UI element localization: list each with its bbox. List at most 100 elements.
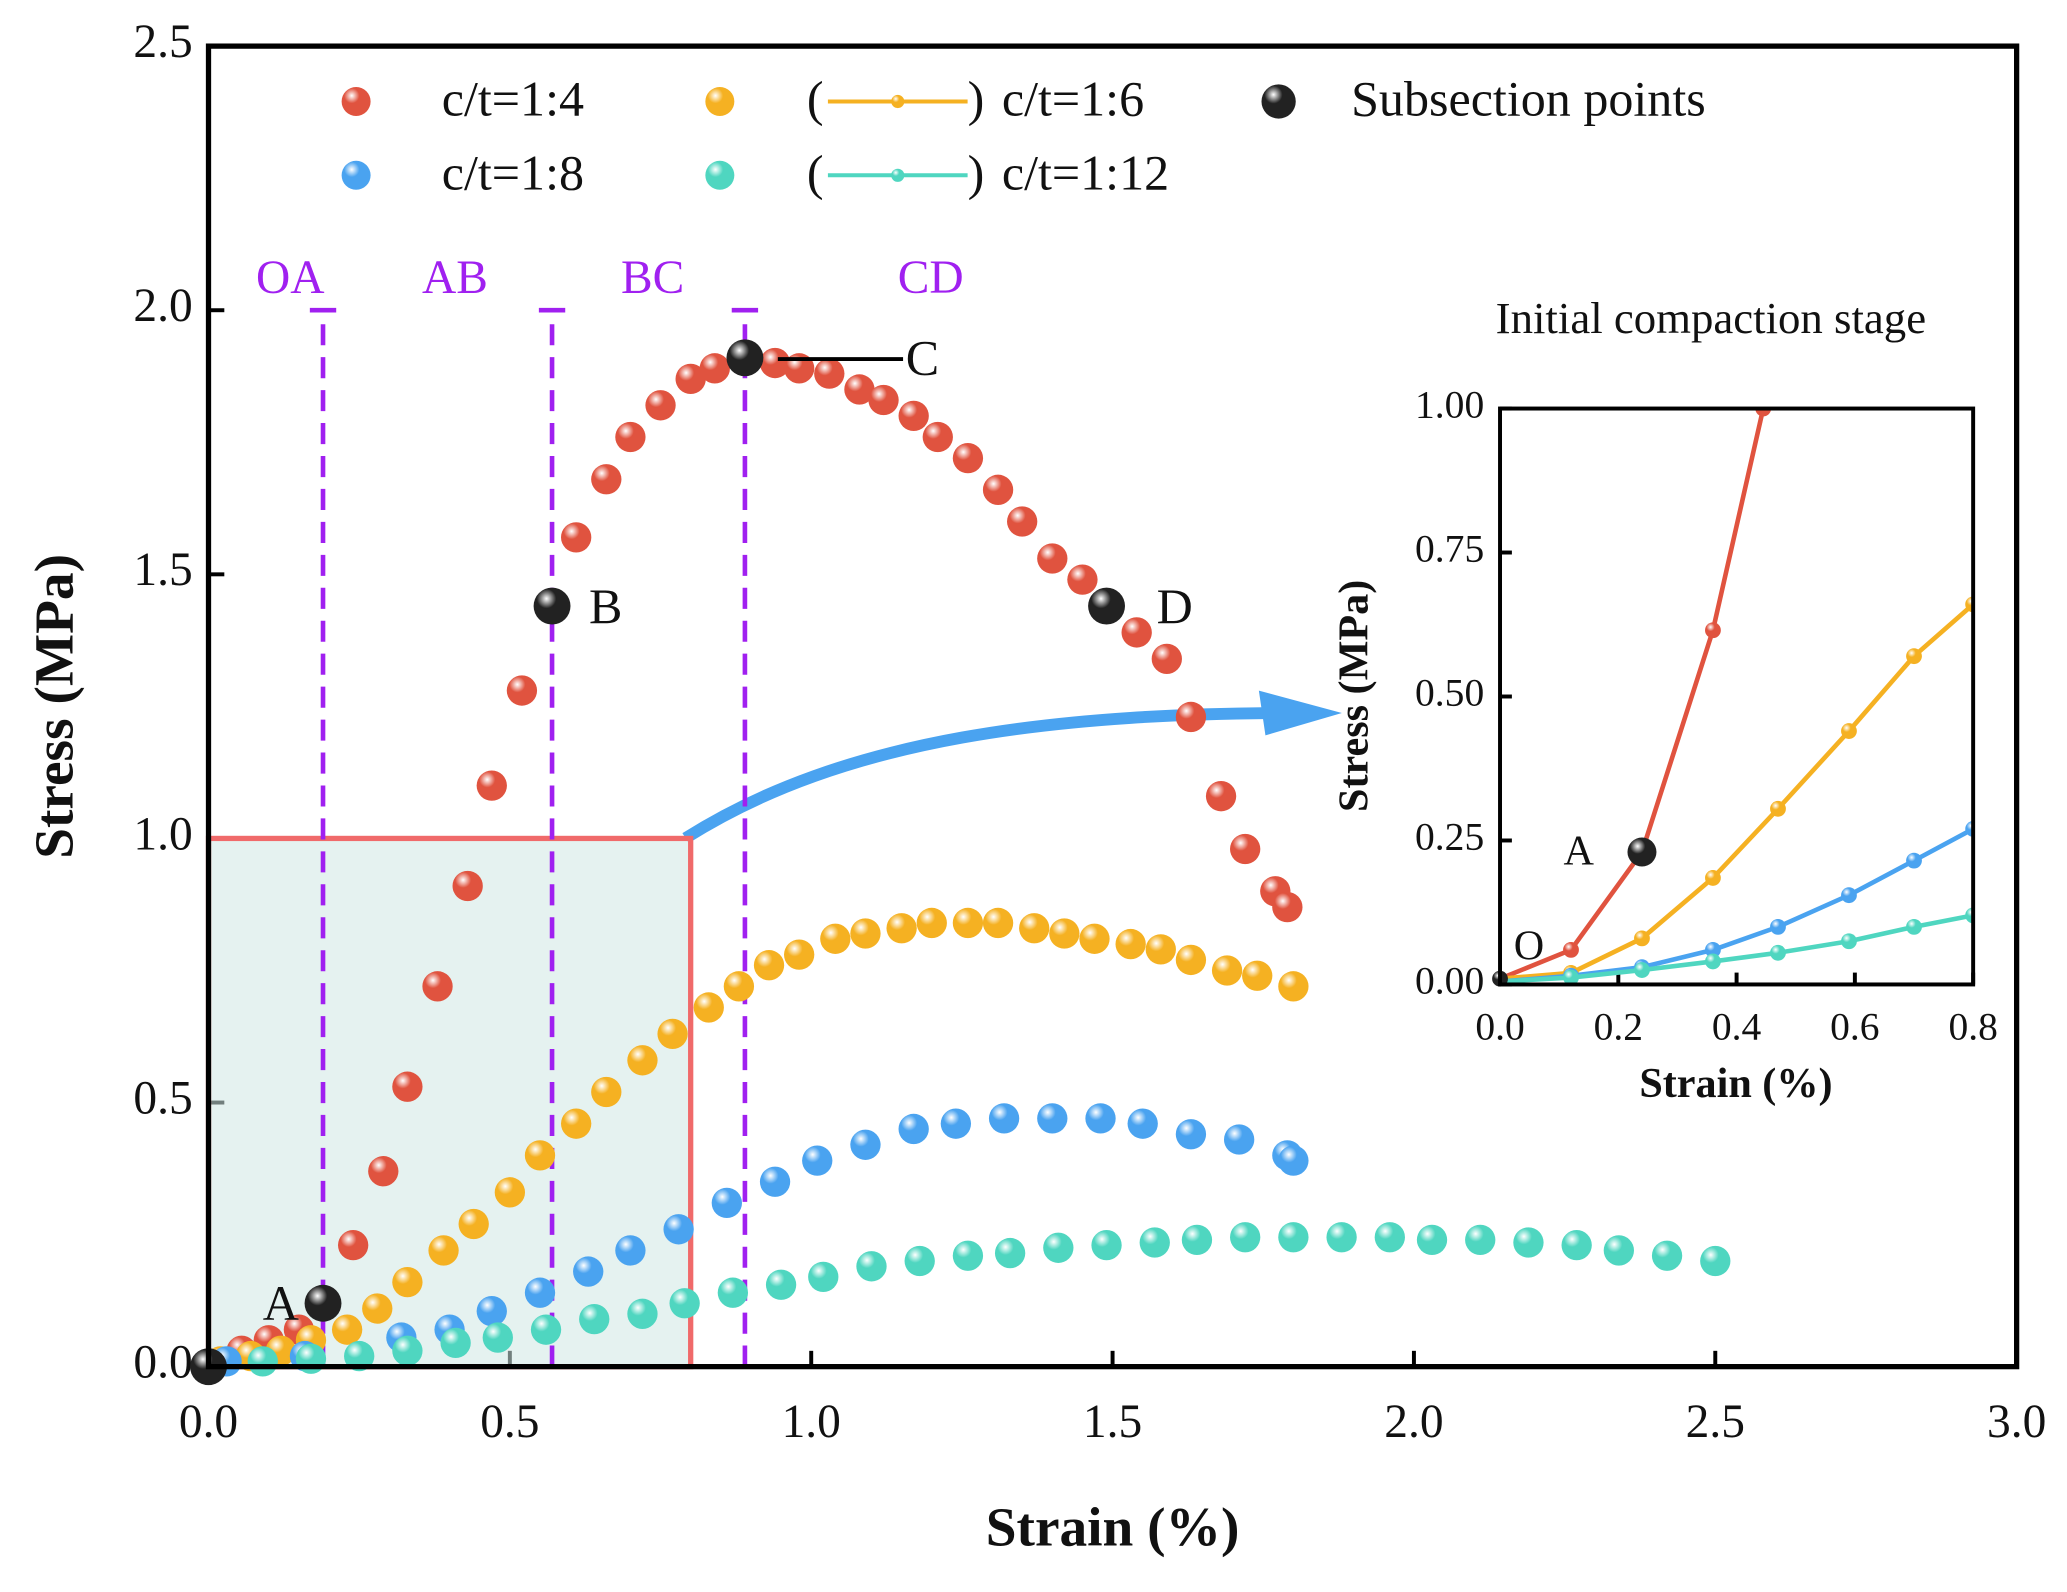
scatter-point: [1465, 1224, 1496, 1256]
scatter-point: [615, 1235, 646, 1266]
x-tick-label: 2.5: [1686, 1396, 1745, 1448]
legend-label: Subsection points: [1351, 71, 1706, 127]
scatter-point: [844, 374, 875, 405]
scatter-point: [940, 1108, 972, 1139]
scatter-point: [392, 1335, 423, 1366]
point-label: D: [1157, 578, 1193, 634]
x-tick-label: 2.0: [1384, 1396, 1443, 1448]
legend-marker: [705, 160, 735, 190]
scatter-point: [1121, 617, 1152, 648]
x-axis-label: Strain (%): [986, 1496, 1240, 1557]
scatter-point: [1603, 1235, 1635, 1266]
scatter-point: [1151, 643, 1182, 675]
scatter-point: [494, 1177, 526, 1208]
inset-marker: [1906, 918, 1922, 935]
scatter-point: [1230, 833, 1261, 865]
inset-marker: [1770, 944, 1786, 961]
inset-x-label: Strain (%): [1639, 1060, 1832, 1107]
inset-marker: [1563, 941, 1579, 958]
legend-bracket: ): [968, 71, 985, 127]
scatter-point: [440, 1327, 471, 1359]
inset-marker: [1634, 930, 1650, 947]
inset-marker: [1841, 723, 1857, 739]
inset-marker: [1906, 852, 1922, 869]
legend-marker: [341, 86, 371, 116]
scatter-point: [994, 1237, 1026, 1269]
plot-frame: [205, 43, 2020, 1370]
scatter-point: [814, 358, 845, 389]
scatter-point: [1007, 506, 1038, 537]
scatter-point: [1513, 1227, 1544, 1258]
inset-line: [1500, 913, 1974, 984]
scatter-point: [247, 1346, 278, 1377]
subsection-point: [533, 587, 571, 625]
scatter-point: [573, 1256, 604, 1287]
scatter-point: [338, 1229, 369, 1261]
legend-bracket: (: [807, 71, 824, 127]
subsection-point: [726, 339, 764, 377]
inset-line: [1500, 602, 1974, 981]
x-tick-label: 0.2: [1594, 1005, 1643, 1049]
scatter-point: [982, 474, 1014, 505]
legend-marker: [705, 86, 735, 116]
y-tick-label: 1.5: [133, 544, 192, 596]
zoom-arrow-head: [1258, 690, 1342, 736]
y-axis-label: Stress (MPa): [23, 554, 84, 859]
scatter-point: [627, 1298, 658, 1329]
scatter-point: [886, 913, 917, 944]
y-tick-label: 0.25: [1415, 815, 1484, 859]
scatter-point: [1043, 1232, 1074, 1263]
scatter-point: [717, 1277, 749, 1308]
scatter-point: [952, 1240, 984, 1271]
scatter-point: [579, 1303, 610, 1335]
scatter-point: [1181, 1224, 1213, 1256]
legend-label: c/t=1:4: [442, 71, 584, 127]
scatter-point: [916, 907, 947, 939]
inset-marker: [1841, 933, 1857, 950]
legend-label: c/t=1:6: [1002, 71, 1144, 127]
scatter-point: [591, 1076, 622, 1108]
scatter-point: [645, 390, 676, 421]
y-tick-label: 1.00: [1415, 383, 1484, 427]
scatter-point: [1037, 543, 1068, 574]
subsection-point: [304, 1284, 342, 1322]
scatter-point: [482, 1322, 513, 1353]
scatter-point: [368, 1156, 399, 1187]
scatter-point: [506, 675, 538, 706]
scatter-point: [627, 1045, 658, 1076]
legend-bracket: ): [968, 144, 985, 200]
scatter-point: [663, 1214, 694, 1245]
scatter-point: [452, 870, 483, 902]
scatter-point: [524, 1277, 556, 1308]
stage-label: OA: [256, 252, 325, 304]
scatter-point: [1127, 1108, 1158, 1139]
scatter-point: [850, 1129, 881, 1160]
scatter-point: [331, 1314, 363, 1345]
scatter-point: [1230, 1222, 1261, 1253]
scatter-point: [1326, 1222, 1357, 1253]
scatter-point: [1700, 1245, 1731, 1277]
scatter-point: [922, 421, 953, 453]
scatter-point: [476, 770, 507, 801]
scatter-point: [591, 464, 622, 495]
scatter-point: [1374, 1222, 1405, 1253]
inset-y-label: Stress (MPa): [1330, 580, 1377, 812]
scatter-point: [850, 918, 881, 949]
scatter-point: [392, 1071, 423, 1102]
inset-marker: [1563, 969, 1579, 985]
scatter-point: [1175, 944, 1207, 976]
scatter-point: [1037, 1103, 1068, 1134]
scatter-point: [1079, 923, 1110, 954]
legend-line-marker: [891, 94, 905, 109]
scatter-point: [344, 1340, 375, 1372]
scatter-point: [295, 1343, 327, 1374]
scatter-point: [1242, 960, 1273, 991]
inset-marker: [1906, 648, 1922, 665]
x-tick-label: 1.0: [782, 1396, 841, 1448]
scatter-point: [1223, 1124, 1255, 1155]
x-tick-label: 0.0: [179, 1396, 238, 1448]
scatter-point: [476, 1296, 507, 1327]
scatter-point: [1175, 1119, 1207, 1150]
scatter-point: [1272, 891, 1303, 923]
